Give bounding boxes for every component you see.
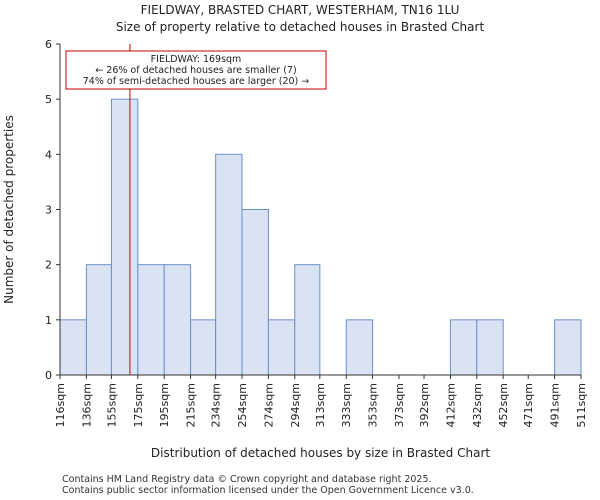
bar [163,264,192,376]
x-tick-label: 373sqm [393,383,406,427]
chart-subtitle: Size of property relative to detached ho… [115,20,485,34]
bar [554,319,582,376]
x-tick-label: 294sqm [289,383,302,427]
x-tick-label: 254sqm [236,383,249,427]
x-tick-label: 353sqm [367,383,380,427]
bar [241,209,269,376]
y-tick-label: 3 [45,204,52,217]
footer-line-2: Contains public sector information licen… [62,485,474,496]
x-tick-label: 136sqm [80,383,93,427]
bar [449,319,478,376]
bar [110,98,139,376]
bar [294,264,321,376]
y-tick-label: 0 [45,369,52,382]
x-tick-label: 432sqm [471,383,484,427]
x-tick-label: 234sqm [210,383,223,427]
bar [345,319,374,376]
x-axis-label: Distribution of detached houses by size … [151,446,490,460]
bar [267,319,296,376]
bar [190,319,217,376]
x-tick-label: 175sqm [132,383,145,427]
x-tick-label: 116sqm [54,383,67,427]
bar [137,264,165,376]
annotation-line: ← 26% of detached houses are smaller (7) [95,65,296,76]
x-tick-label: 452sqm [497,383,510,427]
annotation-line: 74% of semi-detached houses are larger (… [83,76,310,87]
x-tick-label: 155sqm [105,383,118,427]
bar-chart: 0 1 2 3 4 5 6 116sqm 136sqm 155sqm 175sqm 195sqm 215… [2,38,588,460]
x-tick-label: 412sqm [444,383,457,427]
x-tick-label: 511sqm [575,383,588,427]
y-axis-label: Number of detached properties [2,115,16,304]
annotation-line: FIELDWAY: 169sqm [151,54,242,65]
x-tick-label: 392sqm [418,383,431,427]
bar [85,264,112,376]
footer-line-1: Contains HM Land Registry data © Crown c… [62,474,432,485]
bar [215,153,243,376]
x-tick-label: 313sqm [314,383,327,427]
x-tick-label: 195sqm [158,383,171,427]
bar [476,319,504,376]
bar [59,319,87,376]
y-tick-label: 6 [45,38,52,51]
chart-title: FIELDWAY, BRASTED CHART, WESTERHAM, TN16… [140,3,460,17]
y-tick-label: 1 [45,314,52,327]
x-tick-label: 333sqm [340,383,353,427]
annotation-box [65,50,327,90]
y-tick-label: 2 [45,259,52,272]
y-tick-label: 5 [45,93,52,106]
x-tick-label: 471sqm [522,383,535,427]
x-tick-label: 215sqm [185,383,198,427]
y-tick-label: 4 [45,148,52,161]
x-tick-label: 491sqm [549,383,562,427]
x-tick-label: 274sqm [262,383,275,427]
